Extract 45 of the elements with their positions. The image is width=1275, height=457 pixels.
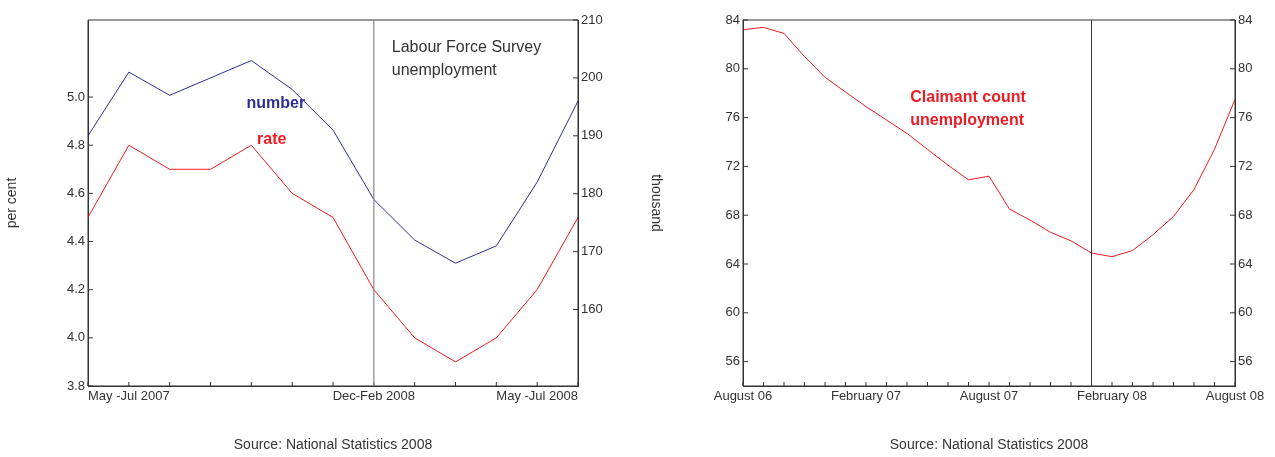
series-label: number <box>246 94 306 112</box>
y2-tick-label: 160 <box>581 301 603 317</box>
y-tick-label: 80 <box>725 60 740 76</box>
x-tick-label: Dec-Feb 2008 <box>332 388 416 404</box>
y2-tick-label: 56 <box>1238 353 1253 369</box>
y-tick-label: 3.8 <box>66 377 85 393</box>
y2-tick-label: 60 <box>1238 304 1253 320</box>
y-tick-label: 56 <box>725 353 740 369</box>
y2-tick-label: 84 <box>1238 11 1253 27</box>
y-tick-label: 4.2 <box>66 281 85 297</box>
x-tick-label: May -Jul 2008 <box>496 388 578 404</box>
y-tick-label: 4.0 <box>66 329 85 345</box>
source-note: Source: National Statistics 2008 <box>233 435 433 452</box>
annotation: Claimant count unemployment <box>910 88 1027 129</box>
y-tick-label: 68 <box>725 206 740 222</box>
y2-tick-label: 190 <box>581 127 603 143</box>
y2-tick-label: 68 <box>1238 206 1253 222</box>
y2-tick-label: 170 <box>581 243 603 259</box>
y-tick-label: 4.8 <box>66 136 85 152</box>
x-tick-label: August 07 <box>959 388 1019 404</box>
y-tick-label: 60 <box>725 304 740 320</box>
x-tick-label: August 06 <box>713 388 773 404</box>
y2-tick-label: 64 <box>1238 255 1253 271</box>
y-tick-label: 84 <box>725 11 740 27</box>
y2-tick-label: 210 <box>581 11 603 27</box>
y2-axis-title: thousand <box>648 174 665 232</box>
y-axis-title: per cent <box>3 177 20 229</box>
y2-tick-label: 200 <box>581 69 603 85</box>
x-tick-label: August 08 <box>1205 388 1265 404</box>
x-tick-label: February 07 <box>830 388 902 404</box>
y-tick-label: 72 <box>725 157 740 173</box>
series-label: rate <box>257 129 287 147</box>
x-tick-label: February 08 <box>1076 388 1148 404</box>
y2-tick-label: 180 <box>581 185 603 201</box>
y-tick-label: 4.4 <box>66 233 85 249</box>
y2-tick-label: 80 <box>1238 60 1253 76</box>
y2-tick-label: 76 <box>1238 109 1253 125</box>
x-tick-label: May -Jul 2007 <box>88 388 170 404</box>
annotation: Labour Force Survey unemployment <box>391 38 542 79</box>
y-tick-label: 64 <box>725 255 740 271</box>
source-note: Source: National Statistics 2008 <box>889 435 1089 452</box>
y-tick-label: 76 <box>725 109 740 125</box>
y-tick-label: 4.6 <box>66 184 85 200</box>
y-tick-label: 5.0 <box>66 88 85 104</box>
y2-tick-label: 72 <box>1238 157 1253 173</box>
